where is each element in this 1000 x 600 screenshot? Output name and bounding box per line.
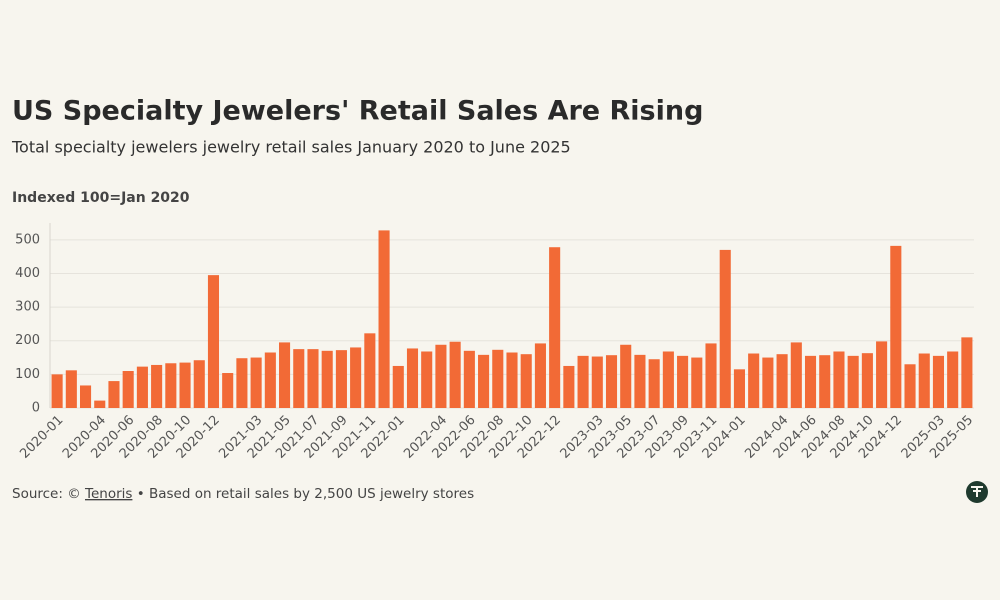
bar (222, 373, 234, 408)
y-tick-label: 100 (15, 367, 40, 382)
source-suffix: • Based on retail sales by 2,500 US jewe… (132, 486, 474, 502)
bar (605, 355, 618, 408)
y-tick-label: 400 (15, 266, 40, 281)
bar (350, 347, 362, 408)
bar (776, 354, 788, 408)
bar (733, 369, 745, 408)
bar (918, 353, 930, 408)
bar (861, 353, 873, 408)
bar (463, 350, 475, 408)
bar (122, 371, 134, 408)
y-axis-label: Indexed 100=Jan 2020 (12, 190, 190, 206)
bar (804, 355, 817, 408)
bar (236, 358, 248, 408)
bar (591, 356, 603, 408)
source-prefix: Source: © (12, 486, 85, 502)
bar (151, 364, 163, 408)
bar (890, 245, 902, 408)
bar (904, 364, 916, 408)
y-tick-label: 200 (15, 333, 40, 348)
bar (549, 247, 561, 408)
bar (307, 349, 319, 408)
bar (790, 342, 802, 408)
bar (478, 354, 490, 408)
bar (662, 351, 674, 408)
bar (65, 370, 77, 408)
bar (94, 400, 106, 408)
bar (620, 344, 632, 408)
bar (563, 365, 575, 408)
bar (79, 385, 92, 408)
chart-subtitle: Total specialty jewelers jewelry retail … (11, 138, 571, 157)
bar (321, 350, 333, 408)
bar (634, 354, 646, 408)
bar (961, 337, 973, 408)
bar (719, 249, 731, 408)
bar (506, 352, 518, 408)
bar (279, 342, 291, 408)
bar (293, 349, 305, 408)
bar (876, 341, 888, 408)
bar (762, 357, 774, 408)
bar (648, 359, 660, 408)
bar (492, 349, 504, 408)
y-tick-label: 500 (15, 232, 40, 247)
bar (193, 360, 205, 408)
bar (705, 343, 717, 408)
source: Source: © Tenoris • Based on retail sale… (12, 486, 474, 502)
bar (264, 352, 276, 408)
bar (435, 344, 447, 408)
bar (207, 275, 220, 408)
bar (847, 355, 859, 408)
logo (966, 481, 988, 503)
bar (108, 381, 120, 408)
bar (577, 355, 589, 408)
bar (250, 357, 262, 408)
bar (819, 355, 831, 408)
bar (179, 362, 191, 408)
bar (421, 351, 433, 408)
bar (833, 351, 845, 408)
bar (378, 230, 390, 408)
bar (932, 355, 945, 408)
bar (406, 348, 419, 408)
bar (534, 343, 546, 408)
bar (947, 351, 959, 408)
bar (691, 357, 703, 408)
source-link[interactable]: Tenoris (84, 486, 132, 502)
bar (136, 366, 148, 408)
x-tick-label: 2020-01 (17, 413, 66, 462)
bar (520, 354, 532, 408)
bar (364, 333, 376, 408)
chart-title: US Specialty Jewelers' Retail Sales Are … (12, 96, 703, 127)
y-tick-label: 0 (32, 401, 40, 416)
bar (748, 353, 760, 408)
bar (335, 350, 347, 408)
y-tick-label: 300 (15, 300, 40, 315)
bar (392, 365, 404, 408)
bar (677, 355, 689, 408)
bar (449, 341, 461, 408)
bar (165, 363, 177, 408)
bar (51, 374, 63, 408)
